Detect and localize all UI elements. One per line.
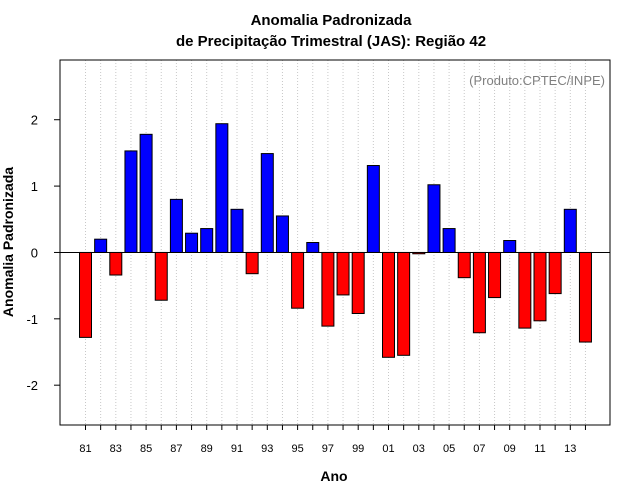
bar-93 <box>260 153 274 253</box>
bar-09 <box>503 240 517 253</box>
bar-07 <box>472 251 486 334</box>
bar-97 <box>321 251 335 327</box>
bar-87 <box>169 198 183 253</box>
x-tick-label: 93 <box>261 443 273 455</box>
chart-title: Anomalia Padronizada <box>251 12 413 29</box>
x-axis-label: Ano <box>320 468 347 484</box>
y-tick-label: 1 <box>31 179 38 194</box>
plot-frame <box>59 59 611 426</box>
bar-10 <box>518 251 532 329</box>
x-tick-label: 03 <box>413 443 425 455</box>
bar-83 <box>109 251 123 276</box>
bar-98 <box>336 251 350 296</box>
x-tick-label: 83 <box>110 443 122 455</box>
bar-05 <box>442 228 456 253</box>
x-tick-label: 99 <box>352 443 364 455</box>
bar-11 <box>533 251 547 322</box>
x-tick-label: 81 <box>79 443 91 455</box>
x-tick-label: 89 <box>201 443 213 455</box>
bar-08 <box>488 251 502 299</box>
x-tick-label: 09 <box>504 443 516 455</box>
y-tick-label: -1 <box>26 312 38 327</box>
gridlines <box>85 60 586 425</box>
y-axis-label: Anomalia Padronizada <box>0 167 16 317</box>
bar-91 <box>230 208 244 253</box>
bars <box>79 123 592 358</box>
bar-92 <box>245 251 259 275</box>
x-tick-label: 97 <box>322 443 334 455</box>
bar-96 <box>306 242 320 253</box>
x-tick-label: 05 <box>443 443 455 455</box>
bar-14 <box>578 251 592 343</box>
bar-04 <box>427 184 441 253</box>
bar-81 <box>79 251 92 338</box>
bar-95 <box>291 251 305 309</box>
bar-06 <box>457 251 471 279</box>
y-tick-label: -2 <box>26 378 38 393</box>
bar-85 <box>139 133 153 253</box>
x-tick-label: 91 <box>231 443 243 455</box>
x-axis: 81 83 85 87 89 91 93 95 97 99 01 03 05 07 09 11 13 <box>79 425 586 455</box>
y-tick-label: 0 <box>31 245 38 260</box>
credit-label: (Produto:CPTEC/INPE) <box>469 73 605 88</box>
x-tick-label: 11 <box>534 443 545 455</box>
bar-82 <box>94 238 108 253</box>
bar-13 <box>563 208 577 253</box>
bar-99 <box>351 251 365 315</box>
bar-86 <box>154 251 168 301</box>
bar-89 <box>200 228 214 253</box>
bar-94 <box>275 215 289 253</box>
x-tick-label: 95 <box>291 443 303 455</box>
bar-88 <box>185 232 199 253</box>
x-tick-label: 85 <box>140 443 152 455</box>
bar-02 <box>397 251 411 356</box>
x-tick-label: 13 <box>564 443 576 455</box>
bar-00 <box>366 165 380 253</box>
x-tick-label: 01 <box>382 443 394 455</box>
bar-12 <box>548 251 562 295</box>
bar-03 <box>412 251 426 255</box>
bar-90 <box>215 123 229 253</box>
x-tick-label: 87 <box>170 443 182 455</box>
bar-01 <box>382 251 395 358</box>
chart-subtitle: de Precipitação Trimestral (JAS): Região… <box>176 33 486 50</box>
y-axis: -2 -1 0 1 2 <box>26 113 60 393</box>
x-tick-label: 07 <box>473 443 485 455</box>
bar-84 <box>124 150 138 253</box>
y-tick-label: 2 <box>31 113 38 128</box>
